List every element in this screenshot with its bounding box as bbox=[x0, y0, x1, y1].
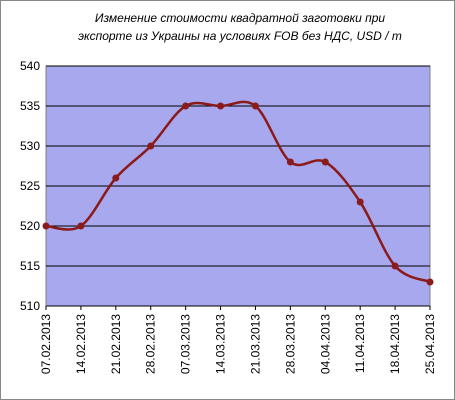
x-tick-label: 07.03.2013 bbox=[179, 314, 193, 374]
marker bbox=[77, 222, 85, 230]
marker bbox=[286, 158, 294, 166]
chart-title: экспорте из Украины на условиях FOB без … bbox=[78, 29, 402, 43]
y-tick-label: 520 bbox=[20, 219, 40, 233]
x-tick-label: 04.04.2013 bbox=[318, 314, 332, 374]
x-tick-label: 28.03.2013 bbox=[283, 314, 297, 374]
x-tick-label: 14.03.2013 bbox=[214, 314, 228, 374]
y-tick-label: 535 bbox=[20, 99, 40, 113]
y-tick-label: 525 bbox=[20, 179, 40, 193]
marker bbox=[356, 198, 364, 206]
marker bbox=[217, 102, 225, 110]
marker bbox=[182, 102, 190, 110]
marker bbox=[426, 278, 434, 286]
x-tick-label: 11.04.2013 bbox=[353, 314, 367, 373]
x-tick-label: 28.02.2013 bbox=[144, 314, 158, 374]
marker bbox=[42, 222, 50, 230]
y-tick-label: 540 bbox=[20, 59, 40, 73]
marker bbox=[112, 174, 120, 182]
x-tick-label: 25.04.2013 bbox=[423, 314, 437, 374]
x-tick-label: 07.02.2013 bbox=[39, 314, 53, 374]
marker bbox=[147, 142, 155, 150]
x-tick-label: 18.04.2013 bbox=[388, 314, 402, 374]
marker bbox=[251, 102, 259, 110]
y-tick-label: 515 bbox=[20, 259, 40, 273]
chart-title: Изменение стоимости квадратной заготовки… bbox=[95, 11, 386, 25]
x-tick-label: 21.03.2013 bbox=[248, 314, 262, 374]
marker bbox=[391, 262, 399, 270]
x-tick-label: 21.02.2013 bbox=[109, 314, 123, 374]
y-tick-label: 530 bbox=[20, 139, 40, 153]
y-tick-label: 510 bbox=[20, 299, 40, 313]
x-tick-label: 14.02.2013 bbox=[74, 314, 88, 374]
marker bbox=[321, 158, 329, 166]
